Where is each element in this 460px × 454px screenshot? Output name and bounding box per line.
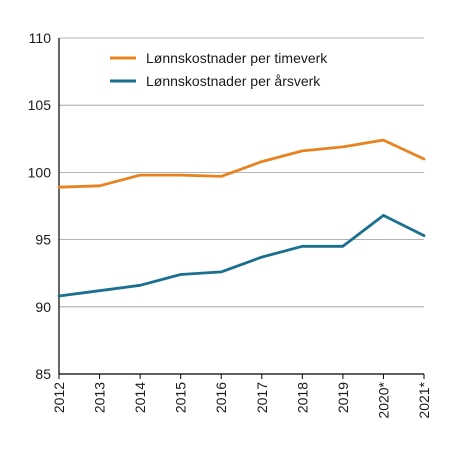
y-tick-label-110: 110 [29, 30, 52, 46]
legend-label-l-nnskostnader-per-timeverk: Lønnskostnader per timeverk [146, 50, 328, 66]
series-lines [57, 138, 426, 298]
y-tick-label-85: 85 [35, 366, 51, 382]
x-tick-label-2021: 2021* [416, 381, 432, 418]
y-tick-label-105: 105 [28, 97, 52, 113]
x-tick-label-2014: 2014 [132, 382, 148, 413]
x-tick-label-2016: 2016 [213, 382, 229, 413]
x-tick-label-2018: 2018 [294, 382, 310, 413]
legend: Lønnskostnader per timeverk Lønnskostnade… [110, 50, 328, 89]
series-line-l-nnskostnader-per-timeverk [57, 138, 426, 189]
y-tick-label-90: 90 [35, 299, 51, 315]
y-tick-label-95: 95 [35, 232, 51, 248]
x-tick-label-2020: 2020* [375, 381, 391, 418]
series-line-l-nnskostnader-per-a-rsverk [57, 213, 426, 298]
x-tick-label-2013: 2013 [92, 382, 108, 413]
x-tick-label-2012: 2012 [51, 382, 67, 413]
y-axis-ticks: 85 90 95 100 105 110 [28, 30, 52, 382]
x-tick-label-2019: 2019 [335, 382, 351, 413]
x-axis-ticks: 2012 2013 2014 2015 2016 2017 2018 2019 2020* 202… [51, 374, 432, 419]
x-tick-label-2015: 2015 [173, 382, 189, 413]
x-tick-label-2017: 2017 [254, 382, 270, 413]
grid-lines [58, 37, 424, 375]
legend-label-l-nnskostnader-per-a-rsverk: Lønnskostnader per årsverk [146, 73, 321, 89]
y-tick-label-100: 100 [28, 164, 52, 180]
